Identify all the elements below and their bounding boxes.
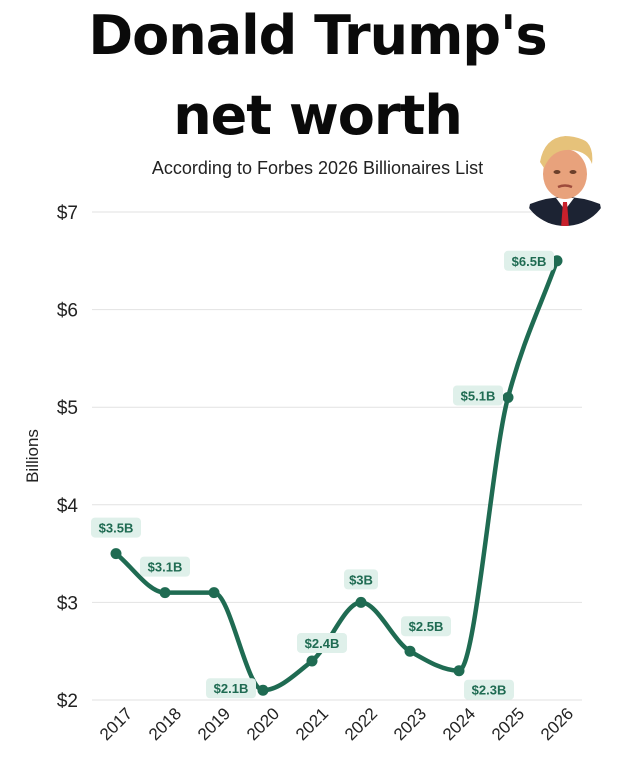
portrait-illustration <box>520 136 610 226</box>
data-point <box>551 255 563 267</box>
data-label-background <box>140 556 190 577</box>
data-label: $2.4B <box>297 632 347 653</box>
x-tick-label: 2026 <box>537 704 577 744</box>
title-line-1: Donald Trump's <box>88 4 547 67</box>
y-tick-label: $6 <box>57 301 78 322</box>
x-tick-label: 2022 <box>341 704 381 744</box>
data-point <box>453 665 465 677</box>
y-tick-label: $5 <box>57 398 78 419</box>
data-label-background <box>297 632 347 653</box>
data-labels: $3.5B $3.1B $2.1B $2.4B $3B $2.5B $2.3B $5.1B $6… <box>91 250 554 700</box>
y-tick-label: $2 <box>57 691 78 712</box>
data-label-text: $3.5B <box>99 521 134 536</box>
x-tick-label: 2024 <box>439 704 479 744</box>
data-label-background <box>504 250 554 271</box>
y-tick-label: $7 <box>57 203 78 224</box>
x-tick-labels: 2017 2018 2019 2020 2021 2022 2023 2024 2025 2026 <box>96 704 577 744</box>
y-tick-labels: $2 $3 $4 $5 $6 $7 <box>57 203 79 712</box>
data-label: $3B <box>344 569 378 590</box>
data-point <box>502 391 514 403</box>
x-tick-label: 2017 <box>96 704 136 744</box>
x-tick-label: 2018 <box>145 704 185 744</box>
data-point <box>110 548 122 560</box>
data-label-text: $5.1B <box>461 388 496 403</box>
data-label-background <box>401 616 451 637</box>
data-point <box>159 587 171 599</box>
x-tick-label: 2025 <box>488 704 528 744</box>
data-label-text: $3.1B <box>148 560 183 575</box>
data-label-background <box>464 679 514 700</box>
data-label-background <box>206 678 256 699</box>
data-label: $5.1B <box>453 385 503 406</box>
data-point <box>404 645 416 657</box>
data-label-text: $2.3B <box>472 683 507 698</box>
data-point <box>355 596 367 608</box>
data-label-text: $2.5B <box>409 619 444 634</box>
data-label: $2.5B <box>401 616 451 637</box>
data-points <box>110 255 563 696</box>
data-label-background <box>453 385 503 406</box>
series-line <box>113 258 560 693</box>
data-label-text: $6.5B <box>512 254 547 269</box>
y-axis-label: Billions <box>23 429 42 483</box>
x-tick-label: 2019 <box>194 704 234 744</box>
y-tick-label: $3 <box>57 593 78 614</box>
data-point <box>208 587 220 599</box>
data-label-text: $2.1B <box>214 681 249 696</box>
data-label: $3.1B <box>140 556 190 577</box>
grid-lines <box>92 211 582 701</box>
data-label: $2.1B <box>206 678 256 699</box>
data-point <box>257 684 269 696</box>
data-label-text: $2.4B <box>305 636 340 651</box>
title-line-2: net worth <box>173 84 463 147</box>
data-label: $3.5B <box>91 517 141 538</box>
data-label-background <box>344 569 378 590</box>
x-tick-label: 2021 <box>292 704 332 744</box>
y-tick-label: $4 <box>57 496 79 517</box>
x-tick-label: 2023 <box>390 704 430 744</box>
x-tick-label: 2020 <box>243 704 283 744</box>
subtitle: According to Forbes 2026 Billionaires Li… <box>151 158 484 178</box>
data-point <box>306 655 318 667</box>
data-label: $6.5B <box>504 250 554 271</box>
data-label-text: $3B <box>349 572 373 587</box>
data-label-background <box>91 517 141 538</box>
data-label: $2.3B <box>464 679 514 700</box>
